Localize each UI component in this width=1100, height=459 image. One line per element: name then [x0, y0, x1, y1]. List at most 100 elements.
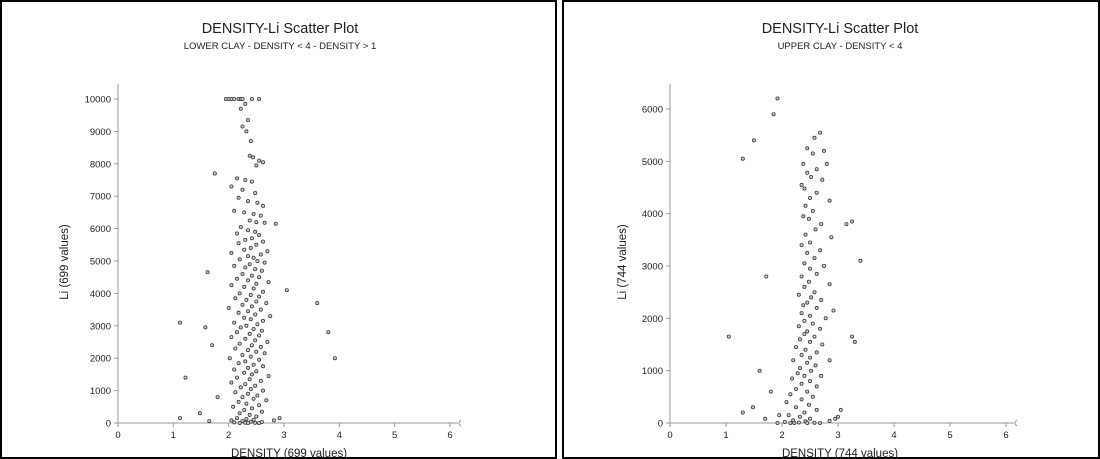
data-point — [248, 245, 253, 250]
data-point — [240, 302, 245, 307]
data-point — [818, 420, 823, 425]
data-point — [253, 420, 258, 425]
data-point — [254, 349, 259, 354]
data-point — [253, 229, 258, 234]
data-point — [238, 385, 243, 390]
data-point — [232, 208, 237, 213]
data-point — [257, 420, 262, 425]
data-point — [258, 307, 263, 312]
chart-title: DENSITY-Li Scatter Plot — [202, 21, 359, 37]
data-point — [820, 177, 825, 182]
data-point — [234, 176, 239, 181]
data-point — [233, 390, 238, 395]
data-point — [258, 213, 263, 218]
data-point — [823, 316, 828, 321]
data-point — [255, 200, 260, 205]
data-point — [803, 203, 808, 208]
data-point — [254, 220, 259, 225]
data-point — [247, 412, 252, 417]
data-point — [249, 343, 254, 348]
data-point — [244, 401, 249, 406]
data-point — [802, 261, 807, 266]
data-point — [284, 288, 289, 293]
data-point — [796, 420, 801, 425]
data-point — [810, 321, 815, 326]
data-point — [805, 170, 810, 175]
data-point — [750, 405, 755, 410]
data-point — [763, 416, 768, 421]
data-point — [799, 381, 804, 386]
data-point — [812, 420, 817, 425]
data-point — [790, 376, 795, 381]
data-point — [849, 334, 854, 339]
data-point — [210, 343, 215, 348]
data-point — [799, 182, 804, 187]
x-tick-label: 2 — [779, 430, 784, 441]
data-point — [812, 334, 817, 339]
data-point — [807, 266, 812, 271]
chart-title: DENSITY-Li Scatter Plot — [762, 21, 919, 37]
data-point — [245, 391, 250, 396]
data-point — [797, 414, 802, 419]
data-point — [236, 195, 241, 200]
y-tick-label: 9000 — [90, 127, 111, 138]
x-tick-label: 5 — [392, 430, 397, 441]
data-point — [257, 275, 262, 280]
data-point — [232, 367, 237, 372]
data-point — [234, 375, 239, 380]
data-point — [805, 250, 810, 255]
data-point — [326, 330, 331, 335]
x-tick-label: 2 — [226, 430, 231, 441]
data-point — [827, 282, 832, 287]
data-point — [251, 255, 256, 260]
data-point — [827, 358, 832, 363]
data-point — [277, 416, 282, 421]
data-point — [243, 177, 248, 182]
data-point — [244, 323, 249, 328]
data-point — [777, 413, 782, 418]
data-point — [812, 256, 817, 261]
data-point — [247, 262, 252, 267]
x-tick-label: 4 — [891, 430, 896, 441]
data-point — [818, 248, 823, 253]
data-point — [802, 318, 807, 323]
data-point — [240, 352, 245, 357]
x-axis-end-cap — [1014, 419, 1018, 427]
x-tick-label: 6 — [1003, 430, 1008, 441]
data-point — [858, 258, 863, 263]
data-point — [805, 146, 810, 151]
data-point — [799, 274, 804, 279]
data-point — [819, 297, 824, 302]
data-point — [244, 129, 249, 134]
data-point — [237, 291, 242, 296]
data-point — [245, 199, 250, 204]
data-point — [838, 407, 843, 412]
data-point — [245, 254, 250, 259]
data-point — [814, 305, 819, 310]
data-point — [254, 299, 259, 304]
data-point — [238, 325, 243, 330]
data-point — [177, 416, 182, 421]
y-tick-label: 4000 — [642, 209, 663, 220]
scatter-panel-upper-clay: DENSITY-Li Scatter Plot UPPER CLAY - DEN… — [562, 0, 1100, 459]
y-axis-label: Li (744 values) — [617, 224, 629, 300]
y-tick-label: 2000 — [90, 354, 111, 365]
data-point — [803, 347, 808, 352]
data-point — [805, 420, 810, 425]
data-point — [807, 195, 812, 200]
data-point — [245, 309, 250, 314]
data-point — [254, 369, 259, 374]
data-point — [249, 273, 254, 278]
data-point — [251, 326, 256, 331]
y-tick-label: 5000 — [90, 257, 111, 268]
data-point — [796, 292, 801, 297]
data-point — [833, 416, 838, 421]
data-point — [237, 257, 242, 262]
data-point — [791, 358, 796, 363]
data-point — [751, 138, 756, 143]
data-point — [251, 417, 256, 422]
data-point — [768, 389, 773, 394]
data-point — [248, 354, 253, 359]
data-point — [251, 286, 256, 291]
data-point — [844, 222, 849, 227]
